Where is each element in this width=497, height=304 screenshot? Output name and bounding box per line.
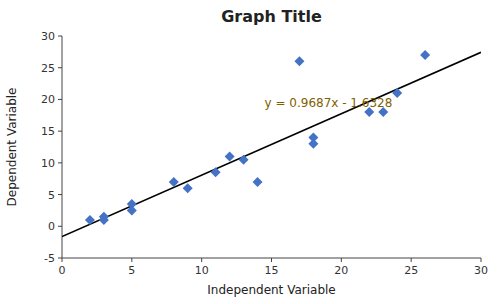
y-tick-label: 15: [41, 125, 55, 138]
x-tick: [411, 258, 412, 262]
x-tick-label: 5: [128, 264, 135, 277]
scatter-point: [211, 167, 221, 177]
scatter-point: [127, 205, 137, 215]
y-tick-label: 20: [41, 93, 55, 106]
scatter-point: [253, 177, 263, 187]
scatter-point: [392, 88, 402, 98]
scatter-point: [99, 215, 109, 225]
y-tick: [58, 131, 62, 132]
scatter-point: [294, 56, 304, 66]
plot-area: [62, 50, 481, 237]
y-tick: [58, 162, 62, 163]
x-tick-label: 30: [474, 264, 488, 277]
background: [0, 0, 497, 304]
x-tick: [271, 258, 272, 262]
equation: y = 0.9687x - 1.6328: [265, 96, 393, 110]
y-tick-label: -5: [44, 252, 55, 265]
y-tick: [58, 258, 62, 259]
x-tick-label: 20: [334, 264, 348, 277]
y-tick: [58, 194, 62, 195]
y-axis-label: Dependent Variable: [5, 88, 19, 207]
scatter-point: [169, 177, 179, 187]
scatter-point: [225, 152, 235, 162]
scatter-point: [85, 215, 95, 225]
y-axis: [62, 36, 63, 258]
y-tick: [58, 226, 62, 227]
y-tick-label: 25: [41, 62, 55, 75]
x-tick-label: 15: [265, 264, 279, 277]
x-tick: [201, 258, 202, 262]
fit-line: [62, 52, 481, 236]
y-tick-label: 0: [48, 220, 55, 233]
y-tick-label: 5: [48, 189, 55, 202]
y-tick-label: 30: [41, 30, 55, 43]
x-tick: [481, 258, 482, 262]
scatter-point: [420, 50, 430, 60]
y-tick-label: 10: [41, 157, 55, 170]
y-tick: [58, 99, 62, 100]
x-tick-label: 10: [195, 264, 209, 277]
x-tick-label: 25: [404, 264, 418, 277]
scatter-point: [239, 155, 249, 165]
x-tick: [131, 258, 132, 262]
x-tick: [62, 258, 63, 262]
x-axis-label: Independent Variable: [207, 283, 335, 297]
chart: 0 5 10 15 20 25 30 -5 0 5 10 15 20 25 30 Graph Title Ind…: [0, 0, 497, 304]
scatter-point: [183, 183, 193, 193]
y-tick: [58, 36, 62, 37]
scatter-point: [308, 139, 318, 149]
x-tick-label: 0: [59, 264, 66, 277]
y-tick: [58, 67, 62, 68]
x-tick: [341, 258, 342, 262]
title: Graph Title: [221, 7, 322, 26]
